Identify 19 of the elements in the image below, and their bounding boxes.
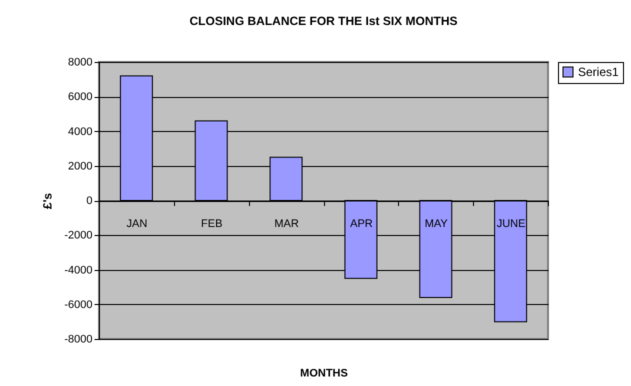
x-axis-title: MONTHS (300, 368, 348, 380)
y-tick-label: -2000 (64, 230, 92, 242)
y-tick-label: 8000 (68, 56, 92, 68)
y-tick-label: 0 (86, 195, 92, 207)
x-tick-label: JAN (126, 218, 148, 230)
x-tick-label: MAR (274, 218, 299, 230)
y-tick-label: 6000 (68, 91, 92, 104)
y-tick-label: 2000 (68, 160, 92, 172)
y-axis-title: £'s (40, 192, 54, 210)
legend-label: Series1 (578, 65, 620, 79)
x-tick-label: MAY (424, 218, 448, 230)
y-tick-label: 4000 (68, 126, 92, 138)
x-tick-label: JUNE (496, 218, 526, 230)
y-tick-label: -8000 (64, 334, 92, 346)
y-tick-label: -6000 (64, 298, 92, 311)
y-tick-label: -4000 (64, 264, 92, 276)
x-tick-label: FEB (201, 218, 222, 230)
chart-title: CLOSING BALANCE FOR THE Ist SIX MONTHS (189, 14, 458, 28)
x-tick-label: APR (350, 218, 373, 230)
